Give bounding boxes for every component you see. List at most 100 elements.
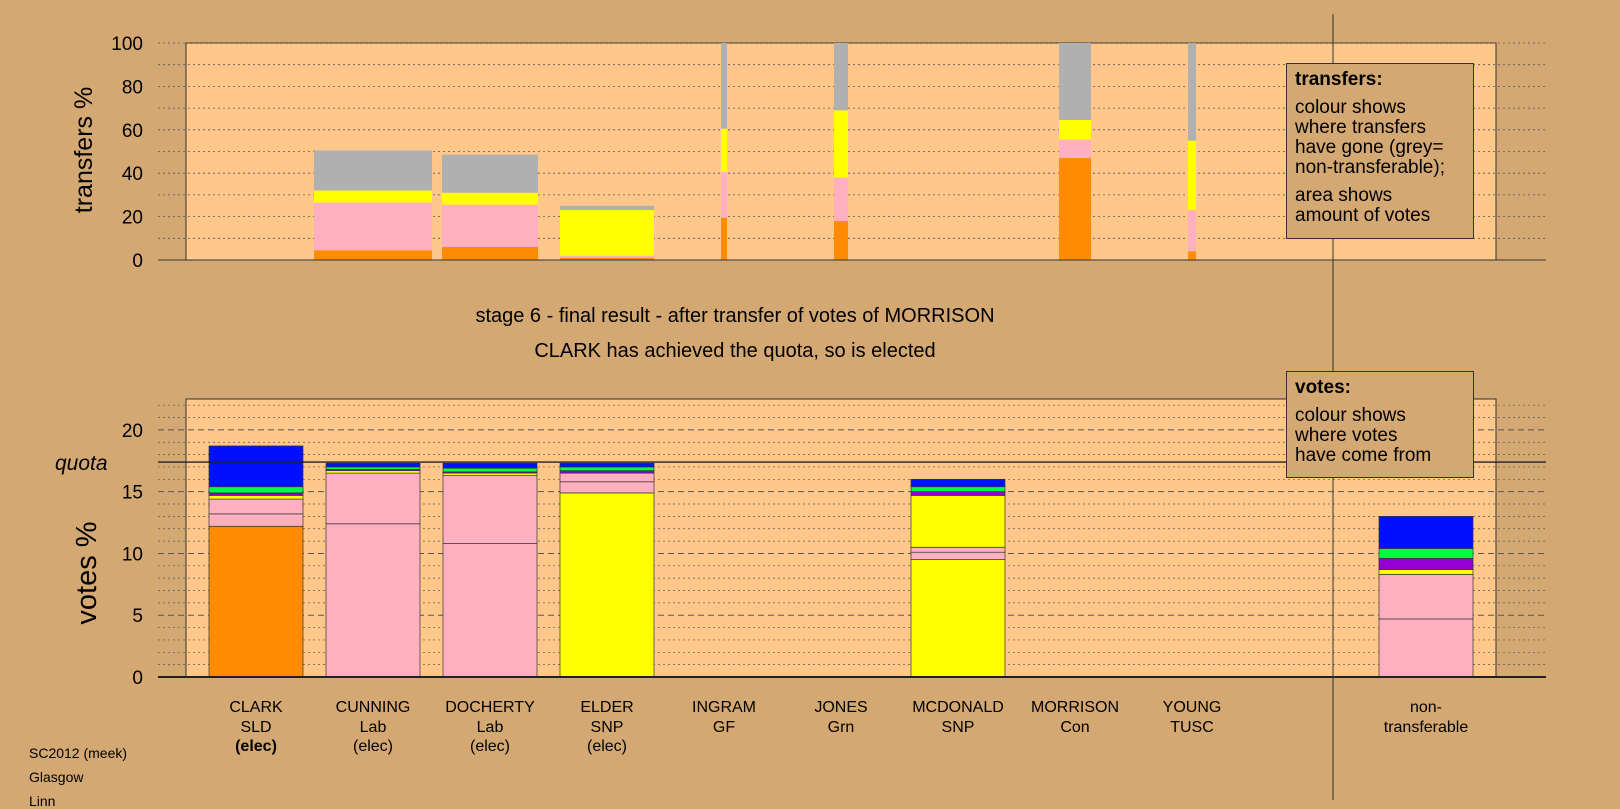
transfers-bar-segment — [560, 210, 654, 256]
transfers-bar-segment — [314, 202, 432, 251]
candidate-status-label: (elec) — [235, 738, 277, 755]
transfers-tick-label: 0 — [132, 251, 143, 272]
transfers-tick-label: 20 — [122, 208, 143, 229]
candidate-name-label: non- — [1410, 699, 1442, 716]
votes-bar-segment — [559, 472, 655, 483]
votes-bar-segment — [910, 495, 1006, 548]
footer-area: Glasgow — [29, 769, 84, 785]
transfers-bar-segment — [834, 177, 848, 221]
transfers-bar-segment — [721, 43, 727, 129]
votes-bar-segment — [208, 486, 304, 494]
votes-bar-segment — [442, 475, 538, 544]
transfers-bar-segment — [721, 217, 727, 260]
votes-bar-segment — [442, 543, 538, 678]
transfers-bar-segment — [1059, 120, 1091, 140]
transfers-bar-segment — [560, 205, 654, 211]
votes-bar-segment — [208, 492, 304, 496]
transfers-tick-label: 40 — [122, 164, 143, 185]
transfers-bar-segment — [834, 110, 848, 178]
votes-bar-segment — [1378, 574, 1474, 620]
candidate-party-label: Lab — [477, 719, 504, 736]
candidate-name-label: CLARK — [229, 699, 283, 716]
votes-legend-line: where votes — [1295, 425, 1398, 446]
transfers-tick-label: 80 — [122, 77, 143, 98]
votes-tick-label: 10 — [122, 544, 143, 565]
transfers-legend-line: where transfers — [1295, 117, 1426, 138]
votes-bar-segment — [208, 498, 304, 515]
votes-bar-segment — [1378, 548, 1474, 559]
transfers-legend-line: non-transferable); — [1295, 157, 1445, 178]
transfers-bar-segment — [1188, 251, 1196, 260]
candidate-party-label: SLD — [240, 719, 271, 736]
votes-bar-segment — [910, 491, 1006, 496]
votes-bar-segment — [559, 470, 655, 474]
votes-bar-segment — [325, 472, 421, 525]
votes-bar-segment — [1378, 618, 1474, 678]
votes-tick-label: 15 — [122, 483, 143, 504]
footer-ward: Linn — [29, 793, 56, 809]
candidate-party-label: GF — [713, 719, 735, 736]
candidate-name-label: DOCHERTY — [445, 699, 535, 716]
votes-bar-segment — [559, 462, 655, 468]
transfers-bar-segment — [442, 154, 538, 193]
candidate-labels: CLARK SLD (elec) CUNNING Lab (elec) DOCHERTY La… — [229, 699, 1468, 755]
candidate-name-label: YOUNG — [1163, 699, 1222, 716]
votes-tick-label: 20 — [122, 421, 143, 442]
candidate-party-label: Lab — [360, 719, 387, 736]
votes-bar-segment — [208, 525, 304, 678]
transfers-tick-label: 100 — [111, 34, 143, 55]
candidate-status-label: (elec) — [470, 738, 510, 755]
transfers-bar-segment — [560, 257, 654, 260]
votes-bar-segment — [442, 467, 538, 473]
votes-bar-segment — [910, 546, 1006, 553]
candidate-party-label: Grn — [828, 719, 855, 736]
candidate-name-label: INGRAM — [692, 699, 756, 716]
transfers-legend-title: transfers: — [1295, 69, 1383, 90]
votes-bar-segment — [325, 466, 421, 470]
transfers-bar-segment — [442, 204, 538, 247]
candidate-party-label: SNP — [591, 719, 624, 736]
transfers-bar-segment — [560, 255, 654, 258]
transfers-chart: 0 20 40 60 80 100 — [111, 34, 1546, 272]
transfers-bar-segment — [442, 192, 538, 205]
votes-bar-segment — [1378, 558, 1474, 570]
votes-bar-segment — [1378, 569, 1474, 575]
votes-bar-segment — [910, 551, 1006, 560]
votes-legend-line: colour shows — [1295, 405, 1406, 426]
transfers-bar-segment — [1059, 139, 1091, 159]
transfers-legend: transfers: colour shows where transfers … — [1286, 63, 1474, 239]
votes-bar-segment — [442, 472, 538, 476]
votes-bar-segment — [559, 466, 655, 472]
votes-bar-segment — [559, 492, 655, 678]
transfers-bar-segment — [1188, 210, 1196, 252]
transfers-legend-line: colour shows — [1295, 97, 1406, 118]
votes-axis-label: votes % — [71, 521, 103, 624]
quota-label: quota — [55, 452, 108, 475]
votes-bar-segment — [910, 478, 1006, 488]
candidate-name-label: CUNNING — [336, 699, 411, 716]
votes-bar-segment — [559, 481, 655, 494]
candidate-name-label: JONES — [814, 699, 867, 716]
transfers-bar-segment — [1188, 140, 1196, 211]
candidate-name-label: MCDONALD — [912, 699, 1004, 716]
votes-bar-segment — [910, 559, 1006, 678]
transfers-legend-line: area shows — [1295, 185, 1393, 206]
transfers-bar-segment — [721, 172, 727, 218]
votes-legend-line: have come from — [1295, 445, 1432, 466]
candidate-party-label: Con — [1060, 719, 1089, 736]
transfers-bar-segment — [834, 43, 848, 111]
votes-bar-segment — [325, 462, 421, 468]
votes-tick-label: 0 — [132, 668, 143, 689]
votes-tick-label: 5 — [132, 606, 143, 627]
transfers-bar-segment — [442, 246, 538, 260]
votes-bar-segment — [208, 495, 304, 500]
votes-legend: votes: colour shows where votes have com… — [1286, 371, 1474, 478]
transfers-legend-line: have gone (grey= — [1295, 137, 1444, 158]
transfers-tick-label: 60 — [122, 121, 143, 142]
votes-bar-segment — [1378, 516, 1474, 549]
votes-bar-segment — [325, 470, 421, 474]
votes-bar-segment — [442, 462, 538, 469]
candidate-party-label: transferable — [1384, 719, 1469, 736]
